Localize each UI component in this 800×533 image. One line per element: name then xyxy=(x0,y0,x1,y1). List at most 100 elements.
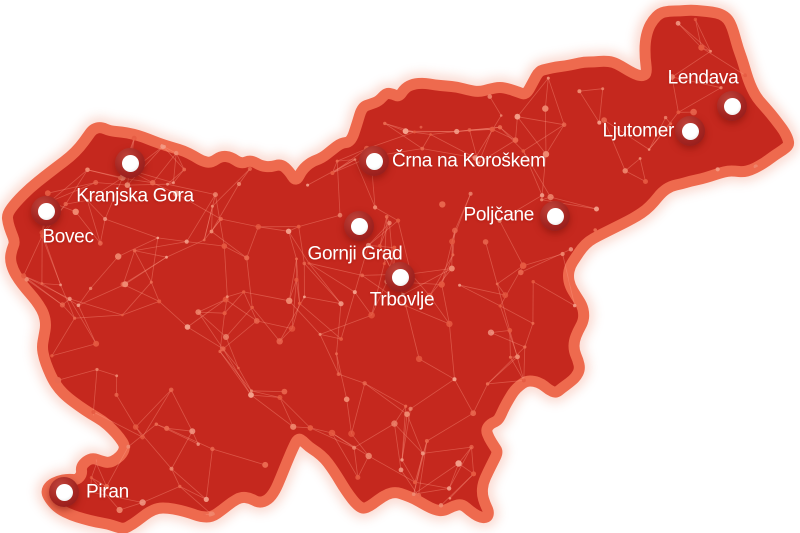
network-dot xyxy=(103,217,108,221)
city-marker-icon[interactable] xyxy=(115,148,145,178)
network-dot xyxy=(124,182,131,188)
network-dot xyxy=(515,354,520,360)
network-line xyxy=(357,455,370,478)
network-dot xyxy=(715,167,720,172)
network-dot xyxy=(622,168,628,174)
network-line xyxy=(384,123,415,133)
network-line xyxy=(122,301,160,316)
network-line xyxy=(449,323,455,380)
network-line xyxy=(116,394,137,428)
network-dot xyxy=(577,89,582,94)
network-line xyxy=(336,161,341,216)
network-dot xyxy=(164,425,170,431)
network-dot xyxy=(114,392,119,397)
network-line xyxy=(96,369,117,377)
network-dot xyxy=(184,239,189,244)
network-line xyxy=(413,440,428,495)
network-line xyxy=(86,200,101,244)
network-dot xyxy=(50,354,54,358)
network-dot xyxy=(126,444,131,449)
network-dot xyxy=(117,175,122,180)
network-line xyxy=(405,305,450,325)
network-line xyxy=(490,332,525,348)
network-dot xyxy=(209,229,214,234)
network-line xyxy=(346,399,352,434)
network-dot xyxy=(597,120,602,125)
network-dot xyxy=(404,304,408,308)
network-dot xyxy=(132,248,137,253)
network-line xyxy=(123,284,160,302)
network-line xyxy=(251,390,285,392)
network-line xyxy=(368,222,390,246)
network-line xyxy=(243,291,290,302)
network-dot xyxy=(594,206,599,212)
network-dot xyxy=(392,245,397,250)
city-label: Gornji Grad xyxy=(307,243,403,265)
network-dot xyxy=(415,355,423,363)
network-line xyxy=(414,131,457,133)
network-line xyxy=(364,382,406,407)
network-dot xyxy=(368,311,375,319)
network-dot xyxy=(218,217,223,221)
network-dot xyxy=(709,49,712,53)
network-line xyxy=(496,265,524,285)
network-line xyxy=(171,431,193,469)
network-line xyxy=(648,123,672,150)
city-marker-icon[interactable] xyxy=(344,211,374,241)
network-line xyxy=(158,301,188,328)
network-line xyxy=(695,19,711,52)
network-dot xyxy=(482,239,489,245)
network-line xyxy=(250,394,294,428)
network-dot xyxy=(471,471,477,477)
network-dot xyxy=(384,215,389,219)
city-marker-icon[interactable] xyxy=(675,116,705,146)
network-pattern xyxy=(21,17,758,518)
network-dot xyxy=(698,44,705,51)
network-line xyxy=(545,124,565,155)
network-line xyxy=(104,177,123,220)
network-line xyxy=(648,112,679,150)
network-dot xyxy=(121,313,124,317)
network-line xyxy=(173,153,177,183)
city-marker-icon[interactable] xyxy=(385,262,415,292)
network-line xyxy=(69,298,97,345)
network-line xyxy=(212,448,266,466)
network-line xyxy=(469,126,501,131)
network-line xyxy=(65,169,88,205)
city-marker-icon[interactable] xyxy=(49,477,79,507)
network-line xyxy=(517,116,565,126)
network-dot xyxy=(411,492,416,497)
network-line xyxy=(677,23,702,48)
network-dot xyxy=(88,286,93,291)
network-dot xyxy=(398,467,404,473)
city-marker-icon[interactable] xyxy=(540,201,570,231)
network-line xyxy=(639,158,646,182)
network-line xyxy=(203,206,213,241)
network-line xyxy=(227,291,244,298)
network-line xyxy=(251,307,281,342)
network-line xyxy=(69,298,123,316)
city-marker-icon[interactable] xyxy=(359,146,389,176)
network-dot xyxy=(568,247,574,252)
network-line xyxy=(291,303,300,329)
network-line xyxy=(238,367,252,392)
city-marker-icon[interactable] xyxy=(31,196,61,226)
network-line xyxy=(331,432,355,449)
network-line xyxy=(405,130,431,135)
city-label: Ljutomer xyxy=(602,120,674,142)
network-dot xyxy=(157,299,162,304)
network-dot xyxy=(638,157,642,160)
city-marker-icon[interactable] xyxy=(717,91,747,121)
network-line xyxy=(298,214,341,227)
network-line xyxy=(23,275,70,300)
network-line xyxy=(364,382,408,415)
network-dot xyxy=(95,462,98,465)
network-line xyxy=(87,177,123,201)
network-line xyxy=(319,334,339,375)
network-dot xyxy=(195,309,202,315)
network-line xyxy=(23,275,43,284)
network-dot xyxy=(24,277,29,282)
network-dot xyxy=(189,428,196,435)
network-line xyxy=(41,232,61,286)
network-dot xyxy=(542,105,549,112)
